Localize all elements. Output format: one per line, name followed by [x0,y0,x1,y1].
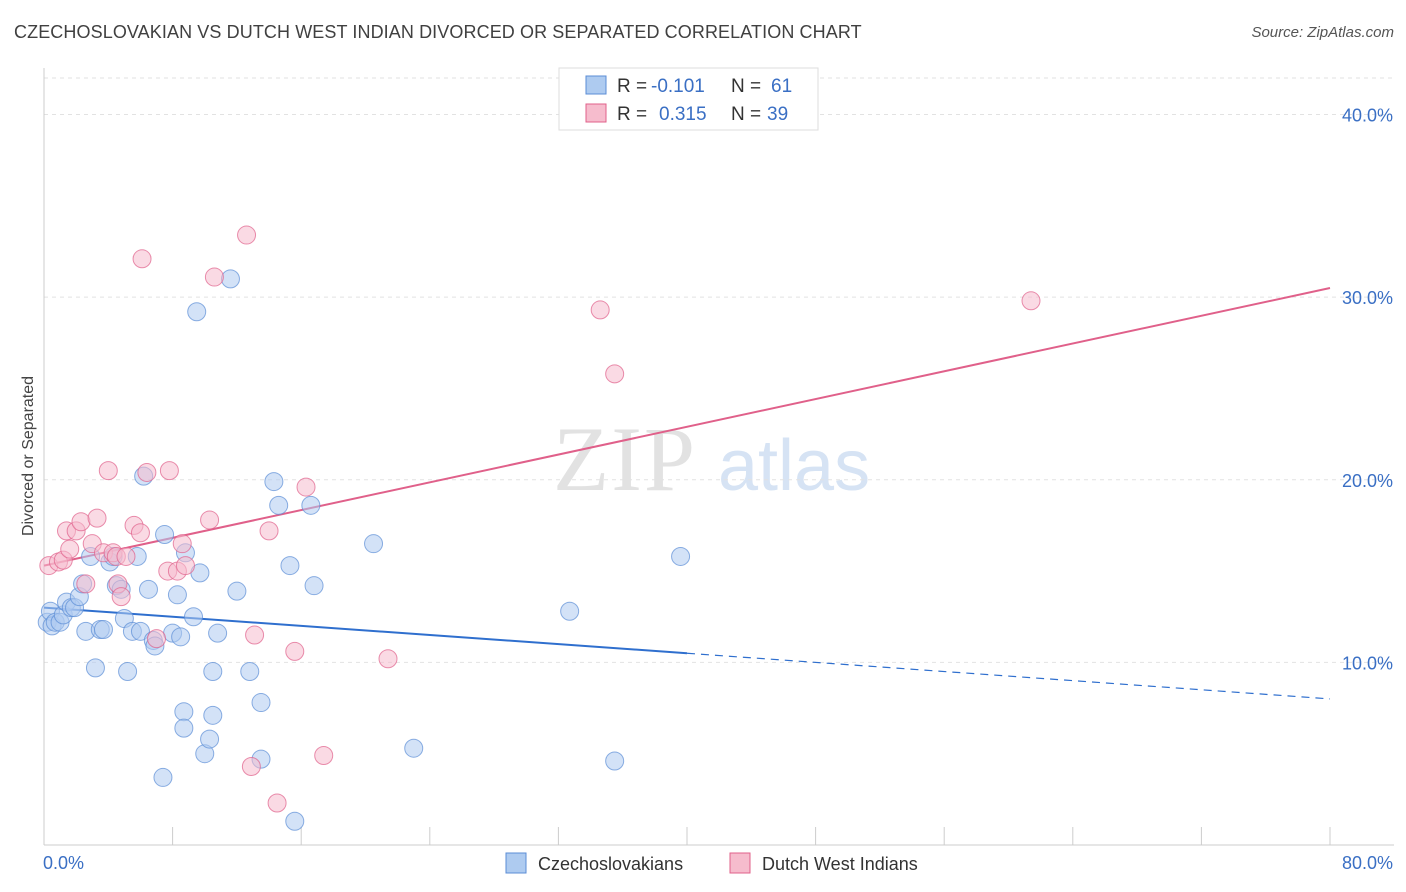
czechoslovakian-point [251,693,271,713]
bottom-legend-label-dutch-west-indians: Dutch West Indians [762,854,918,874]
czechoslovakian-point [240,662,260,682]
czechoslovakian-point [187,302,207,322]
czechoslovakian-trend-solid [43,606,688,655]
czechoslovakian-trend-dashed [686,652,1331,700]
czechoslovakian-point [285,811,305,831]
legend-r-label-2: R = [617,104,647,125]
dutch-west-indian-point [76,574,96,594]
dutch-west-indian-point [130,523,150,543]
legend-r-label-1: R = [617,76,647,97]
y-tick-label: 40.0% [1342,106,1393,126]
grid-lines [44,77,1394,663]
dutch-west-indian-point [241,756,261,776]
legend-n-label-1: N = [731,76,761,97]
source-label: Source: ZipAtlas.com [1251,24,1394,41]
trend-lines [43,287,1331,700]
stats-legend: R = -0.101 N = 61 R = 0.315 N = 39 [558,67,819,131]
y-axis-label: Divorced or Separated [20,376,37,536]
dutch-west-indian-point [87,508,107,528]
legend-swatch-blue [585,75,607,95]
czechoslovakian-point [671,546,691,566]
czechoslovakian-point [220,269,240,289]
dutch-west-indian-point [116,546,136,566]
dutch-west-indian-point [204,267,224,287]
dutch-west-indian-point [137,462,157,482]
czechoslovakian-point [208,623,228,643]
dutch-west-indian-point [132,249,152,269]
dutch-west-indian-point [60,539,80,559]
tick-labels: 10.0% 20.0% 30.0% 40.0% 0.0% 80.0% [43,106,1393,873]
bottom-legend: Czechoslovakians Dutch West Indians [505,852,918,874]
dutch-west-indian-point [111,587,131,607]
dutch-west-indian-point [237,225,257,245]
dutch-west-indian-point [590,300,610,320]
dutch-west-indian-point [1021,291,1041,311]
axes [43,68,1394,846]
dutch-west-indian-point [267,793,287,813]
dutch-west-indian-point [245,625,265,645]
czechoslovakian-point [560,601,580,621]
czechoslovakian-point [85,658,105,678]
czechoslovakian-point [301,495,321,515]
legend-n-label-2: N = [731,104,761,125]
legend-n-value-2: 39 [767,104,788,125]
watermark-atlas: atlas [718,426,870,506]
legend-swatch-pink [585,103,607,123]
dutch-west-indian-point [605,364,625,384]
bottom-legend-label-czechoslovakians: Czechoslovakians [538,854,683,874]
czechoslovakian-point [269,495,289,515]
y-tick-label: 30.0% [1342,288,1393,308]
bottom-legend-swatch-pink [729,852,751,874]
watermark-zip: ZIP [553,408,697,510]
czechoslovakian-point [171,627,191,647]
dutch-west-indian-point [71,512,91,532]
czechoslovakian-point [153,767,173,787]
bottom-legend-swatch-blue [505,852,527,874]
dutch-west-indian-point [159,461,179,481]
czechoslovakian-point [404,738,424,758]
chart-title: CZECHOSLOVAKIAN VS DUTCH WEST INDIAN DIV… [14,22,862,42]
czechoslovakian-point [174,702,194,722]
dutch-west-indian-point [172,534,192,554]
dutch-west-indian-point [296,477,316,497]
legend-r-value-2: 0.315 [659,104,707,125]
czechoslovakian-point [200,729,220,749]
czechoslovakian-point [93,620,113,640]
czechoslovakian-point [203,662,223,682]
dutch-west-indian-trend [43,287,1331,567]
czechoslovakian-point [183,607,203,627]
data-points [37,225,1041,831]
legend-n-value-1: 61 [771,76,792,97]
czechoslovakian-point [130,621,150,641]
czechoslovakian-point [364,534,384,554]
y-tick-label: 10.0% [1342,653,1393,673]
czechoslovakian-point [118,662,138,682]
dutch-west-indian-point [98,461,118,481]
czechoslovakian-point [304,576,324,596]
czechoslovakian-point [138,579,158,599]
dutch-west-indian-point [378,649,398,669]
dutch-west-indian-point [147,629,167,649]
dutch-west-indian-point [314,746,334,766]
dutch-west-indian-point [200,510,220,530]
czechoslovakian-point [203,705,223,725]
dutch-west-indian-point [259,521,279,541]
y-tick-label: 20.0% [1342,471,1393,491]
legend-r-value-1: -0.101 [651,76,705,97]
dutch-west-indian-point [175,556,195,576]
czechoslovakian-point [155,525,175,545]
czechoslovakian-point [264,472,284,492]
czechoslovakian-point [174,718,194,738]
czechoslovakian-point [167,585,187,605]
x-tick-label-max: 80.0% [1342,853,1393,873]
czechoslovakian-point [605,751,625,771]
czechoslovakian-point [227,581,247,601]
czechoslovakian-point [280,556,300,576]
dutch-west-indian-point [285,641,305,661]
x-tick-label-min: 0.0% [43,853,84,873]
